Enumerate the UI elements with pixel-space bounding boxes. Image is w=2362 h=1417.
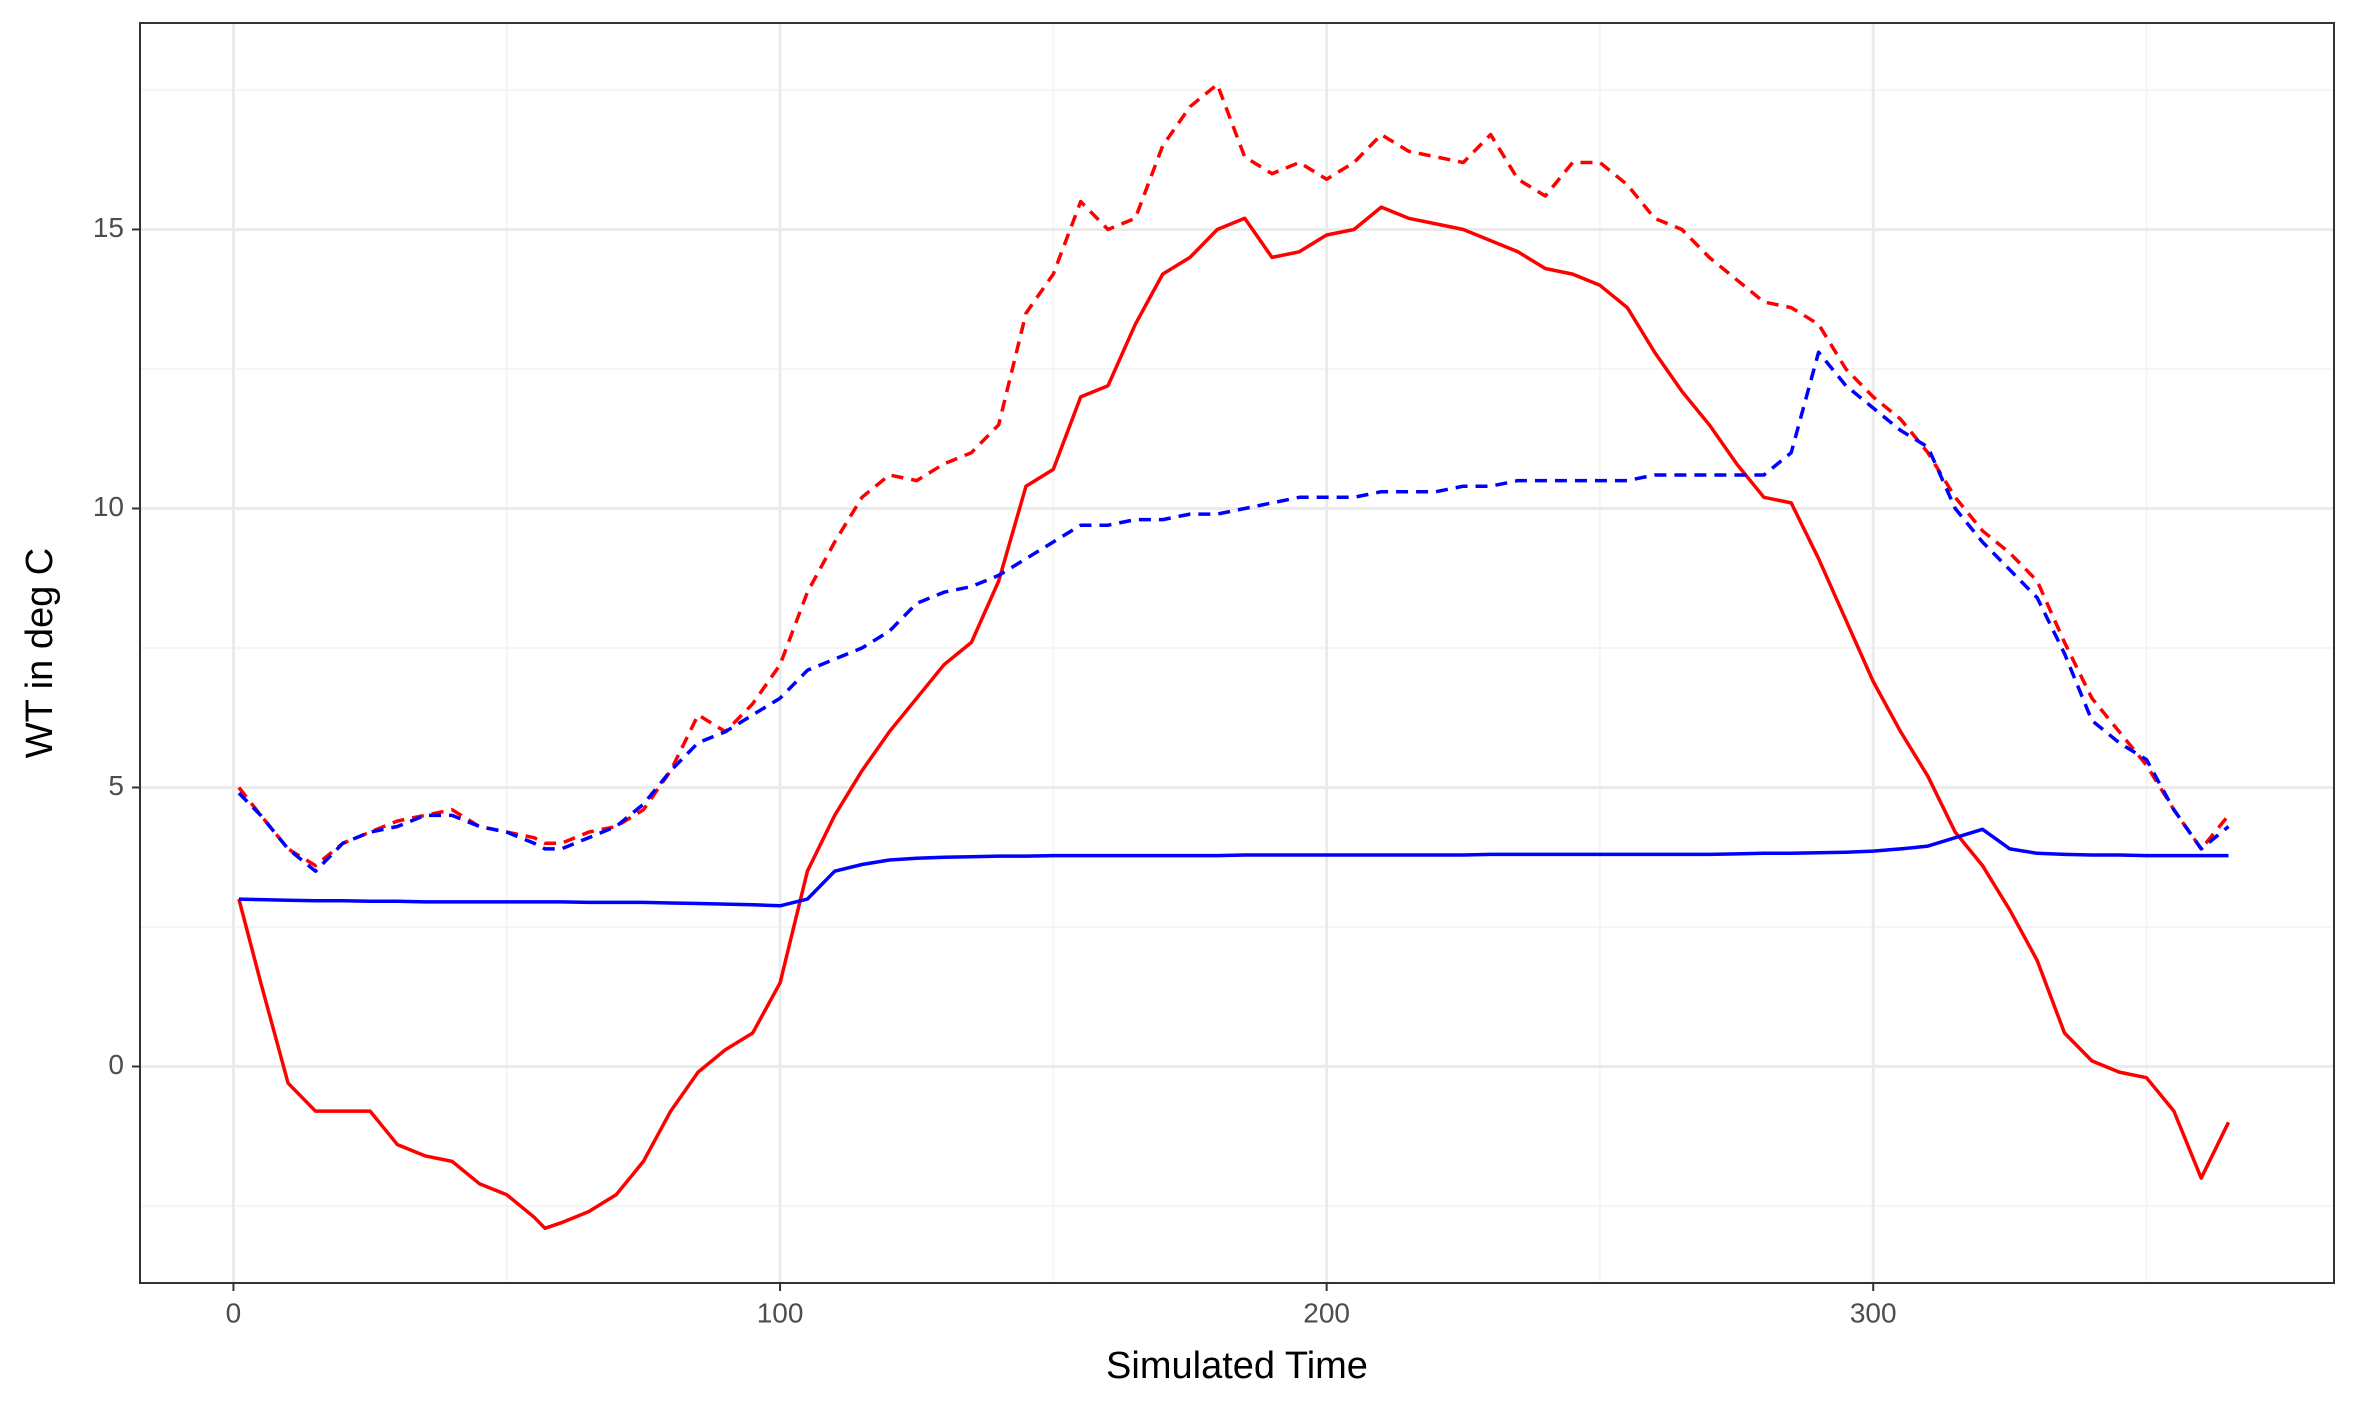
x-axis-title: Simulated Time bbox=[1106, 1345, 1368, 1387]
series-line bbox=[237, 82, 2230, 868]
y-axis-title: WT in deg C bbox=[19, 548, 61, 758]
plot-border bbox=[139, 22, 2335, 1284]
series-line bbox=[238, 827, 2229, 908]
y-tick-label: 0 bbox=[108, 1049, 124, 1080]
x-tick-label: 200 bbox=[1303, 1297, 1350, 1328]
x-tick-label: 100 bbox=[757, 1297, 804, 1328]
y-tick-label: 10 bbox=[93, 491, 124, 522]
y-tick-label: 15 bbox=[93, 212, 124, 243]
series-line bbox=[237, 350, 2230, 873]
series-line bbox=[237, 205, 2231, 1231]
y-tick-label: 5 bbox=[108, 770, 124, 801]
x-tick-label: 300 bbox=[1850, 1297, 1897, 1328]
x-tick-label: 0 bbox=[226, 1297, 242, 1328]
